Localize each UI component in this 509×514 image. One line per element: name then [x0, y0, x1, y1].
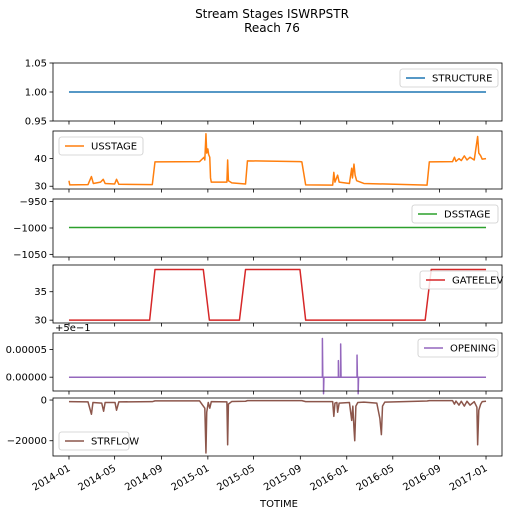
gateelev-legend-label: GATEELEV [452, 276, 503, 287]
usstage-legend: USSTAGE [58, 136, 144, 156]
strflow-ytick-label: −20000 [7, 436, 47, 447]
strflow-axes-frame [52, 397, 503, 457]
gateelev-legend: GATEELEV [419, 270, 503, 290]
subplot-dsstage: −1050 −1000 −950 DSSTAGE [13, 197, 503, 261]
dsstage-ytick-label: −1050 [13, 250, 47, 261]
dsstage-legend-label: DSSTAGE [444, 210, 490, 221]
x-axis-ticks: 2014-01 2014-05 2014-09 2015-01 2015-05 2015-… [31, 463, 490, 493]
structure-ytick-label: 1.05 [25, 59, 47, 70]
xtick-label: 2014-09 [123, 463, 165, 493]
subplot-structure: 0.95 1.00 1.05 STRUCTURE [25, 59, 503, 128]
subplot-gateelev: 30 35 GATEELEV [34, 264, 503, 327]
usstage-legend-label: USSTAGE [91, 142, 137, 153]
gateelev-axes-frame [52, 264, 503, 324]
opening-axes-frame [52, 332, 503, 392]
dsstage-legend-box [411, 204, 499, 224]
strflow-legend-box [58, 431, 130, 451]
strflow-series-line [68, 399, 487, 454]
subplot-usstage: 30 40 USSTAGE [34, 130, 503, 193]
usstage-ytick-label: 30 [34, 182, 47, 193]
structure-ytick-label: 1.00 [25, 88, 47, 99]
gateelev-ytick-label: 30 [34, 316, 47, 327]
strflow-ytick-label: 0 [41, 396, 47, 407]
subplot-panels: 0.951.001.05STRUCTURE3040USSTAGE−1050−10… [6, 59, 503, 460]
xtick-label: 2015-05 [215, 463, 257, 493]
structure-ytick-label: 0.95 [25, 117, 47, 128]
dsstage-ytick-label: −1000 [13, 224, 47, 235]
gateelev-series-line [68, 268, 487, 321]
xtick-label: 2015-09 [262, 463, 304, 493]
xtick-label: 2014-01 [31, 463, 73, 493]
figure-title: Stream Stages ISWRPSTR [195, 7, 349, 21]
xtick-label: 2015-01 [170, 463, 212, 493]
usstage-series-line [68, 133, 487, 186]
gateelev-ytick-label: 35 [34, 287, 47, 298]
subplot-strflow: −20000 0 STRFLOW [7, 396, 503, 460]
structure-legend-box [399, 68, 499, 88]
strflow-legend-label: STRFLOW [91, 437, 139, 448]
gateelev-legend-box [419, 270, 499, 290]
usstage-axes-frame [52, 130, 503, 190]
xtick-label: 2016-09 [401, 463, 443, 493]
opening-series-line [68, 337, 487, 395]
dsstage-ytick-label: −950 [20, 197, 47, 208]
structure-legend: STRUCTURE [399, 68, 499, 88]
xtick-label: 2014-05 [76, 463, 118, 493]
xtick-label: 2016-01 [309, 463, 351, 493]
opening-ytick-label: 0.00000 [6, 373, 47, 384]
subplot-opening: 0.00000 0.00005 +5e−1 OPENING [6, 323, 503, 395]
opening-offset-label: +5e−1 [55, 323, 91, 334]
opening-ytick-label: 0.00005 [6, 345, 47, 356]
usstage-ytick-label: 40 [34, 154, 47, 165]
figure-subtitle: Reach 76 [244, 21, 300, 35]
x-axis-label: TOTIME [259, 499, 298, 510]
structure-legend-label: STRUCTURE [432, 74, 492, 85]
opening-legend-box [417, 338, 499, 358]
xtick-label: 2017-01 [448, 463, 490, 493]
opening-legend-label: OPENING [450, 344, 496, 355]
strflow-legend: STRFLOW [58, 431, 139, 451]
opening-legend: OPENING [417, 338, 499, 358]
dsstage-legend: DSSTAGE [411, 204, 499, 224]
usstage-legend-box [58, 136, 144, 156]
xtick-label: 2016-05 [355, 463, 397, 493]
